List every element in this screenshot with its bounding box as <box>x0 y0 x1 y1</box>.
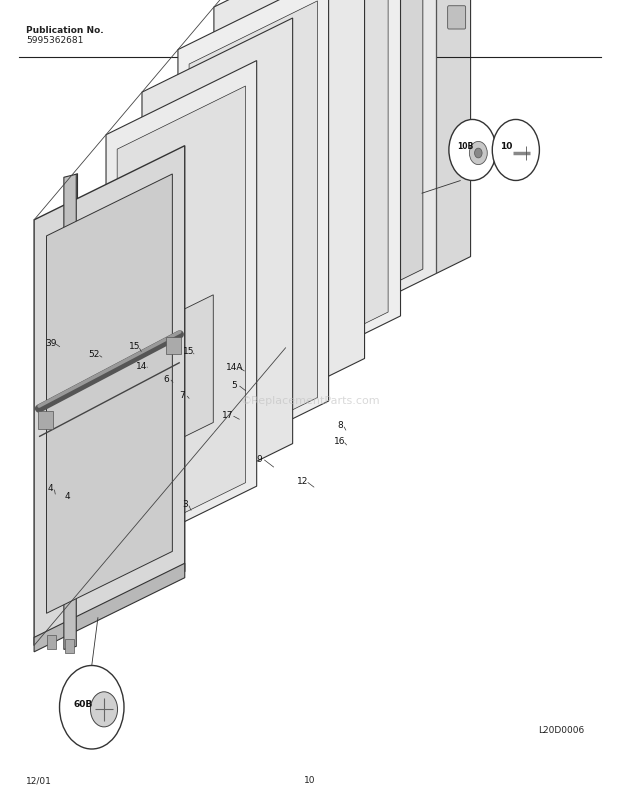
Polygon shape <box>178 0 329 476</box>
Text: 4: 4 <box>64 491 70 500</box>
Bar <box>166 338 181 355</box>
Polygon shape <box>117 87 246 546</box>
Text: 52: 52 <box>89 350 100 359</box>
Text: 9: 9 <box>256 454 262 464</box>
Polygon shape <box>34 147 185 646</box>
Circle shape <box>91 692 118 727</box>
Text: 60B: 60B <box>73 699 92 707</box>
Text: Publication No.: Publication No. <box>26 26 104 34</box>
Text: ©ReplacementParts.com: ©ReplacementParts.com <box>240 396 380 406</box>
Circle shape <box>469 142 487 165</box>
Polygon shape <box>64 175 76 650</box>
Text: 8: 8 <box>337 420 343 430</box>
Polygon shape <box>189 2 317 461</box>
Text: 10: 10 <box>500 142 513 151</box>
Circle shape <box>474 149 482 159</box>
Text: 39: 39 <box>45 338 56 348</box>
Polygon shape <box>70 174 78 603</box>
Circle shape <box>60 666 124 749</box>
FancyBboxPatch shape <box>448 6 466 30</box>
Circle shape <box>492 120 539 181</box>
Polygon shape <box>286 0 436 348</box>
Polygon shape <box>250 0 401 391</box>
Text: DOOR: DOOR <box>293 45 327 55</box>
Text: 10B: 10B <box>457 142 474 151</box>
Text: 5995362681: 5995362681 <box>26 36 84 45</box>
Polygon shape <box>142 19 293 518</box>
Text: 3: 3 <box>182 499 188 508</box>
Bar <box>46 635 56 650</box>
Text: 17: 17 <box>223 411 234 420</box>
Text: 12/01: 12/01 <box>26 776 52 784</box>
Text: 14: 14 <box>136 362 147 371</box>
Polygon shape <box>149 295 213 454</box>
Bar <box>65 639 74 654</box>
Text: L20D0006: L20D0006 <box>538 725 585 734</box>
Text: 12: 12 <box>297 476 308 486</box>
Text: 10: 10 <box>304 776 316 784</box>
Text: 15: 15 <box>130 342 141 351</box>
Text: 7: 7 <box>179 390 185 399</box>
Polygon shape <box>34 564 185 652</box>
Text: 5: 5 <box>231 380 237 390</box>
Text: GLEF378A: GLEF378A <box>280 26 340 35</box>
Bar <box>38 411 53 429</box>
Polygon shape <box>299 0 423 330</box>
Text: 15: 15 <box>184 346 195 356</box>
Polygon shape <box>106 62 257 561</box>
Polygon shape <box>46 175 172 614</box>
Polygon shape <box>214 0 365 433</box>
Polygon shape <box>436 0 471 274</box>
Circle shape <box>449 120 496 181</box>
Polygon shape <box>262 0 388 375</box>
Text: 4: 4 <box>48 483 54 492</box>
Text: 14A: 14A <box>226 363 243 372</box>
Text: 10: 10 <box>510 148 521 157</box>
Text: 10B: 10B <box>464 148 481 157</box>
Text: 6: 6 <box>163 374 169 383</box>
Text: 16: 16 <box>334 436 345 446</box>
